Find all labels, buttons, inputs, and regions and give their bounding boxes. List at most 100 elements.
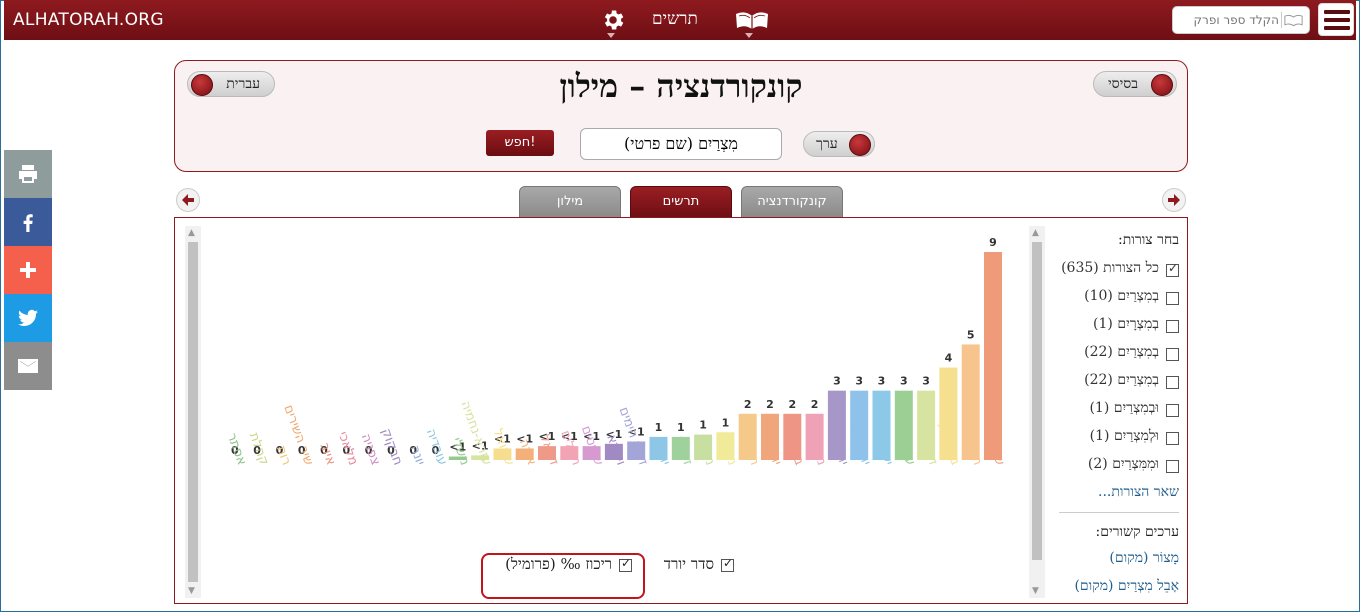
next-arrow-button[interactable] bbox=[1162, 188, 1186, 212]
related-label: ערכים קשורים: bbox=[1095, 524, 1180, 540]
bar[interactable] bbox=[738, 413, 757, 460]
bar[interactable] bbox=[471, 455, 490, 460]
tab-concordance[interactable]: קונקורדנציה bbox=[741, 186, 843, 218]
per-mille-checkbox[interactable] bbox=[619, 556, 632, 572]
bar[interactable] bbox=[761, 413, 779, 460]
data-label: 3 bbox=[855, 375, 863, 388]
scroll-down-icon[interactable]: ▼ bbox=[188, 586, 195, 596]
form-option[interactable]: בְמִצְרָיִם (1) bbox=[1049, 316, 1179, 336]
related-link[interactable]: מָצוֹר (מקום) bbox=[1109, 550, 1179, 566]
scroll-up-icon[interactable]: ▲ bbox=[1032, 228, 1039, 238]
sidebar-divider bbox=[1059, 512, 1179, 513]
scroll-up-icon[interactable]: ▲ bbox=[188, 228, 195, 238]
toggle-knob-icon bbox=[849, 134, 871, 156]
chart-scrollbar[interactable]: ▲ ▼ bbox=[185, 226, 201, 598]
scroll-thumb[interactable] bbox=[188, 242, 198, 582]
form-option[interactable]: וּלְמִצְרַיִם (1) bbox=[1049, 428, 1179, 448]
data-label: <1 bbox=[605, 428, 622, 441]
toggle-basic-label: בסיסי bbox=[1108, 76, 1139, 92]
sidebar-scrollbar[interactable]: ▲ ▼ bbox=[1029, 226, 1045, 598]
data-label: 3 bbox=[900, 375, 908, 388]
app-title[interactable]: תרשים bbox=[652, 9, 698, 29]
bar[interactable] bbox=[984, 252, 1002, 460]
data-label: <1 bbox=[516, 432, 533, 445]
bar[interactable] bbox=[627, 441, 646, 460]
search-box[interactable] bbox=[1172, 6, 1310, 34]
toggle-entry-label: ערך bbox=[816, 136, 838, 152]
form-checkbox[interactable] bbox=[1166, 348, 1179, 361]
bar[interactable] bbox=[560, 446, 579, 460]
form-checkbox[interactable] bbox=[1166, 292, 1179, 305]
category-label: איוב bbox=[316, 441, 338, 467]
data-label: 2 bbox=[811, 398, 819, 411]
data-label: <1 bbox=[539, 430, 556, 443]
form-option[interactable]: בְמִצְרַיִם (22) bbox=[1049, 372, 1179, 392]
print-button[interactable] bbox=[4, 150, 52, 198]
bar[interactable] bbox=[827, 390, 846, 460]
chart-panel: ▲ ▼ 9 שמות 5 הושע 4 בראשית 3 דברים 3 עמוס 3 ישעיהו 3… bbox=[174, 217, 1188, 604]
form-label: וּלְמִצְרַיִם (1) bbox=[1089, 428, 1159, 444]
bar[interactable] bbox=[805, 413, 824, 460]
toggle-basic[interactable]: בסיסי bbox=[1093, 71, 1177, 97]
form-option[interactable]: וּמִמִּצְרַיִם (2) bbox=[1049, 456, 1179, 476]
more-forms-link[interactable]: שאר הצורות... bbox=[1098, 484, 1179, 500]
data-label: <1 bbox=[494, 432, 511, 445]
bar[interactable] bbox=[604, 443, 623, 460]
hamburger-menu-icon[interactable] bbox=[1318, 3, 1354, 36]
search-input[interactable] bbox=[1177, 10, 1279, 30]
category-label: אסתר bbox=[224, 431, 249, 467]
scroll-down-icon[interactable]: ▼ bbox=[1032, 586, 1039, 596]
category-label: צפניה bbox=[358, 432, 383, 468]
bar[interactable] bbox=[917, 390, 936, 460]
form-option[interactable]: בְמִצְרַיִם (10) bbox=[1049, 288, 1179, 308]
form-option[interactable]: כל הצורות (635) bbox=[1049, 260, 1179, 280]
bar[interactable] bbox=[850, 390, 869, 460]
form-checkbox[interactable] bbox=[1166, 432, 1179, 445]
book-search-icon[interactable] bbox=[1281, 12, 1305, 28]
related-link[interactable]: אָבֵל מִצְרַיִם (מקום) bbox=[1074, 578, 1179, 594]
form-checkbox[interactable] bbox=[1166, 320, 1179, 333]
tab-dictionary[interactable]: מילון bbox=[519, 186, 621, 218]
open-book-icon[interactable] bbox=[733, 6, 771, 34]
form-checkbox[interactable] bbox=[1166, 460, 1179, 473]
descending-label: סדר יורד bbox=[663, 555, 714, 573]
bar[interactable] bbox=[649, 436, 668, 460]
bar[interactable] bbox=[716, 432, 735, 460]
bar[interactable] bbox=[872, 390, 891, 460]
toggle-hebrew[interactable]: עברית bbox=[187, 71, 275, 97]
bar[interactable] bbox=[538, 446, 556, 460]
site-logo[interactable]: ALHATORAH.ORG bbox=[13, 10, 164, 30]
twitter-icon bbox=[18, 309, 38, 327]
forms-label: בחר צורות: bbox=[1118, 232, 1179, 248]
prev-arrow-button[interactable] bbox=[176, 188, 200, 212]
form-option[interactable]: בְמִצְרַיִם (22) bbox=[1049, 344, 1179, 364]
scroll-thumb[interactable] bbox=[1032, 242, 1042, 560]
bar[interactable] bbox=[694, 434, 713, 460]
toggle-hebrew-label: עברית bbox=[226, 76, 260, 92]
email-button[interactable] bbox=[4, 342, 52, 390]
bar[interactable] bbox=[961, 344, 980, 460]
form-option[interactable]: וּבְמִצְרַיִם (1) bbox=[1049, 400, 1179, 420]
gear-icon[interactable] bbox=[600, 7, 626, 33]
bar[interactable] bbox=[671, 436, 690, 460]
bar[interactable] bbox=[582, 446, 601, 460]
bar[interactable] bbox=[448, 456, 467, 460]
tab-chart[interactable]: תרשים bbox=[630, 186, 732, 218]
toggle-entry[interactable]: ערך bbox=[803, 131, 875, 157]
bar[interactable] bbox=[783, 413, 802, 460]
bar[interactable] bbox=[515, 448, 534, 460]
twitter-button[interactable] bbox=[4, 294, 52, 342]
form-checkbox[interactable] bbox=[1166, 404, 1179, 417]
facebook-button[interactable] bbox=[4, 198, 52, 246]
bar[interactable] bbox=[939, 367, 958, 460]
bar[interactable] bbox=[894, 390, 913, 460]
form-checkbox[interactable] bbox=[1166, 376, 1179, 389]
descending-checkbox[interactable] bbox=[721, 556, 734, 572]
search-button[interactable]: חפש! bbox=[486, 130, 554, 156]
form-checkbox[interactable] bbox=[1166, 261, 1179, 277]
share-more-button[interactable] bbox=[4, 246, 52, 294]
entry-value-field[interactable]: מִצְרַיִם (שם פרטי) bbox=[580, 128, 782, 160]
data-label: 3 bbox=[878, 375, 886, 388]
data-label: 0 bbox=[276, 444, 284, 457]
bar[interactable] bbox=[493, 448, 512, 460]
